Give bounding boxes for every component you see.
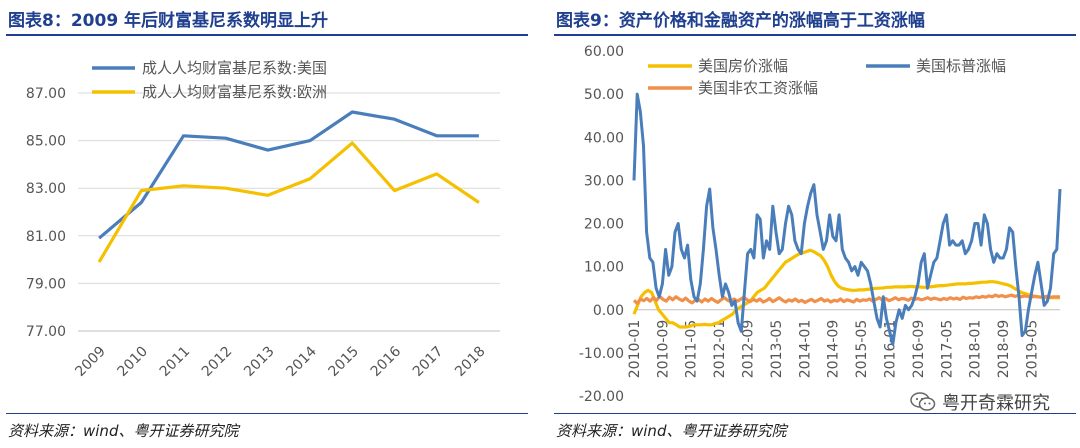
- y-tick-label: 79.00: [26, 276, 66, 292]
- x-tick-label: 2015: [326, 343, 363, 380]
- x-tick-label: 2017-05: [939, 320, 955, 379]
- legend-label-0: 成人人均财富基尼系数:美国: [142, 59, 327, 77]
- series-line-1: [97, 141, 480, 263]
- legend-label-2: 美国非农工资涨幅: [698, 79, 818, 97]
- legend-label-0: 美国房价涨幅: [698, 57, 788, 75]
- x-tick-label: 2016: [368, 343, 405, 380]
- left-chart-source: 资料来源：wind、粤开证券研究院: [8, 422, 239, 440]
- x-tick-label: 2010: [115, 343, 152, 380]
- x-tick-label: 2009: [72, 343, 109, 380]
- x-tick-label: 2014-01: [797, 320, 813, 379]
- y-tick-label: -20.00: [579, 389, 624, 405]
- y-tick-label: -10.00: [579, 346, 624, 362]
- right-chart-title: 图表9：资产价格和金融资产的涨幅高于工资涨幅: [556, 11, 925, 31]
- x-tick-label: 2018: [452, 343, 489, 380]
- x-tick-label: 2017: [410, 343, 447, 380]
- y-tick-label: 81.00: [26, 229, 66, 245]
- legend-label-1: 成人人均财富基尼系数:欧洲: [142, 83, 327, 101]
- wechat-icon: [910, 392, 936, 411]
- right-title-divider: [554, 34, 1076, 36]
- x-tick-label: 2012-09: [741, 320, 757, 379]
- watermark: 粤开奇霖研究: [910, 389, 1050, 415]
- right-chart-source: 资料来源：wind、粤开证券研究院: [556, 422, 787, 440]
- x-tick-label: 2013-05: [769, 320, 785, 379]
- x-tick-label: 2012-01: [712, 320, 728, 379]
- y-tick-label: 10.00: [584, 260, 624, 276]
- series-line-1: [632, 92, 1062, 346]
- x-tick-label: 2010-01: [627, 320, 643, 379]
- left-chart-panel: 图表8：2009 年后财富基尼系数明显上升 77.00 79.00 81.00 83.…: [0, 0, 532, 448]
- left-title-divider: [6, 34, 528, 36]
- x-tick-label: 2019-05: [1025, 320, 1041, 379]
- x-tick-label: 2016-09: [911, 320, 927, 379]
- x-tick-label: 2013: [241, 343, 278, 380]
- watermark-text: 粤开奇霖研究: [942, 393, 1050, 414]
- y-tick-label: 40.00: [584, 130, 624, 146]
- x-tick-label: 2015-05: [854, 320, 870, 379]
- legend-label-1: 美国标普涨幅: [916, 57, 1006, 75]
- x-tick-label: 2012: [199, 343, 236, 380]
- left-source-divider: [6, 413, 528, 414]
- right-chart-panel: 图表9：资产价格和金融资产的涨幅高于工资涨幅 -20.00 -10.00 0.00 1…: [548, 0, 1080, 448]
- x-tick-label: 2018-09: [996, 320, 1012, 379]
- y-tick-label: 60.00: [584, 44, 624, 60]
- x-tick-label: 2011: [157, 343, 194, 380]
- y-tick-label: 77.00: [26, 324, 66, 340]
- x-tick-label: 2010-09: [655, 320, 671, 379]
- y-tick-label: 50.00: [584, 87, 624, 103]
- right-chart-plot: -20.00 -10.00 0.00 10.00 20.00 30.00 40.00 50.0…: [579, 44, 1062, 405]
- left-chart-title: 图表8：2009 年后财富基尼系数明显上升: [8, 11, 329, 31]
- y-tick-label: 83.00: [26, 181, 66, 197]
- y-tick-label: 20.00: [584, 217, 624, 233]
- x-tick-label: 2014: [283, 343, 320, 380]
- y-tick-label: 85.00: [26, 134, 66, 150]
- x-tick-label: 2011-05: [684, 320, 700, 379]
- series-line-0: [98, 110, 479, 240]
- series-line-0: [632, 248, 1060, 329]
- y-tick-label: 30.00: [584, 173, 624, 189]
- x-tick-label: 2018-01: [968, 320, 984, 379]
- y-tick-label: 0.00: [593, 303, 624, 319]
- x-tick-label: 2014-09: [826, 320, 842, 379]
- series-line-2: [632, 293, 1060, 305]
- right-source-divider: [554, 413, 1076, 414]
- y-tick-label: 87.00: [26, 86, 66, 102]
